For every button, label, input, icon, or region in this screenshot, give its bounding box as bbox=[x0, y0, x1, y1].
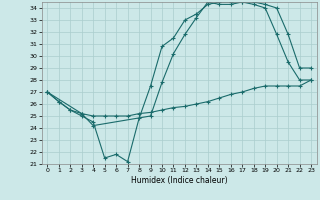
X-axis label: Humidex (Indice chaleur): Humidex (Indice chaleur) bbox=[131, 176, 228, 185]
